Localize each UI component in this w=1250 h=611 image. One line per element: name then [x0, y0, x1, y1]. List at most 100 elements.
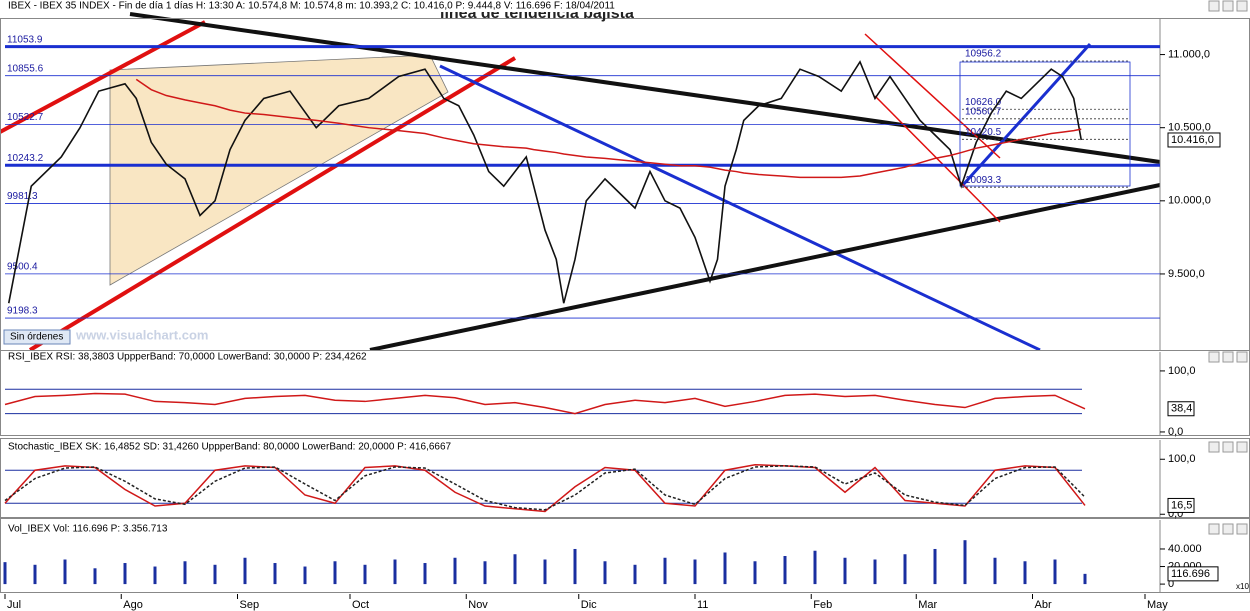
last-value: 38,4: [1171, 403, 1192, 415]
fib-label: 10560.7: [965, 106, 1002, 117]
volume-bar: [153, 566, 157, 585]
volume-bar: [693, 559, 697, 585]
trend-line: [28, 56, 517, 352]
volume-bar: [633, 564, 637, 585]
trend-line: [0, 20, 206, 134]
window-button[interactable]: [1236, 0, 1248, 12]
volume-bar: [723, 552, 727, 585]
volume-bar: [783, 556, 787, 585]
volume-bar: [1053, 559, 1057, 585]
last-badge: [1167, 566, 1219, 582]
volume-bar: [963, 540, 967, 585]
fib-label: 10093.3: [965, 175, 1002, 186]
x-tick-label: May: [1147, 599, 1168, 611]
volume-bar: [393, 559, 397, 585]
x-tick-label: 11: [697, 599, 708, 611]
volume-bar: [753, 561, 757, 585]
trend-line: [874, 95, 1001, 223]
orders-label: Sin órdenes: [10, 332, 63, 343]
x-tick-label: Mar: [918, 599, 937, 611]
volume-bar: [1023, 561, 1027, 585]
last-badge: [1167, 401, 1195, 417]
header-bg: [1, 0, 1159, 12]
window-button[interactable]: [1236, 441, 1248, 453]
y-tick-label: 100,0: [1168, 453, 1196, 465]
scale-note: x10: [1236, 582, 1249, 591]
y-tick-label: 9.500,0: [1168, 268, 1205, 280]
volume-bar: [213, 564, 217, 585]
volume-bar: [603, 561, 607, 585]
trend-line: [864, 33, 1001, 159]
y-tick-label: 11.000,0: [1168, 48, 1210, 60]
y-tick-label: 100,0: [1168, 365, 1196, 377]
last-value: 16,5: [1171, 499, 1192, 511]
fib-label: 10956.2: [965, 49, 1002, 60]
volume-bar: [933, 548, 937, 585]
level-label: 11053.9: [7, 34, 43, 45]
trend-line: [439, 64, 1041, 352]
volume-bar: [183, 561, 187, 585]
trend-line: [129, 12, 1161, 164]
window-button[interactable]: [1222, 351, 1234, 363]
window-button[interactable]: [1222, 441, 1234, 453]
volume-bar: [903, 554, 907, 585]
window-button[interactable]: [1208, 523, 1220, 535]
y-tick-label: 10.500,0: [1168, 122, 1211, 134]
volume-bar: [483, 561, 487, 585]
volume-bar: [333, 561, 337, 585]
window-button[interactable]: [1208, 441, 1220, 453]
volume-bar: [993, 557, 997, 585]
level-label: 10522.7: [7, 112, 44, 123]
volume-bar: [303, 566, 307, 585]
volume-bar: [573, 548, 577, 585]
last-value: 116.696: [1171, 568, 1210, 580]
volume-bar: [423, 563, 427, 585]
volume-bar: [843, 557, 847, 585]
last-value: 10.416,0: [1171, 134, 1214, 146]
window-button[interactable]: [1222, 0, 1234, 12]
volume-bar: [513, 554, 517, 585]
fib-label: 10420.5: [965, 127, 1002, 138]
series-line: [7, 60, 1083, 304]
window-button[interactable]: [1222, 523, 1234, 535]
window-button[interactable]: [1208, 0, 1220, 12]
y-tick-label: 40.000: [1168, 543, 1202, 555]
x-tick-label: Jul: [7, 599, 21, 611]
level-label: 9981.3: [7, 191, 38, 202]
series-line: [4, 392, 1086, 415]
trend-line: [960, 42, 1092, 188]
series-line: [135, 78, 1082, 179]
fib-label: 10626.0: [965, 97, 1002, 108]
volume-bar: [663, 557, 667, 585]
volume-bar: [63, 559, 67, 585]
panel-title: IBEX - IBEX 35 INDEX - Fin de día 1 días…: [8, 1, 615, 12]
header-bg: [1, 441, 1159, 453]
volume-bar: [1083, 573, 1087, 585]
volume-bar: [93, 568, 97, 585]
x-tick-label: Dic: [581, 599, 597, 611]
x-tick-label: Sep: [240, 599, 260, 611]
header-bg: [1, 523, 1159, 535]
orders-button[interactable]: [3, 329, 71, 345]
header-bg: [1, 351, 1159, 363]
volume-bar: [3, 562, 7, 585]
triangle-pattern: [109, 54, 449, 286]
window-button[interactable]: [1236, 351, 1248, 363]
y-tick-label: 10.000,0: [1168, 195, 1211, 207]
x-tick-label: Feb: [813, 599, 832, 611]
volume-bar: [873, 559, 877, 585]
panel-title: Stochastic_IBEX SK: 16,4852 SD: 31,4260 …: [8, 442, 452, 453]
window-button[interactable]: [1236, 523, 1248, 535]
volume-bar: [123, 563, 127, 585]
window-button[interactable]: [1208, 351, 1220, 363]
volume-bar: [33, 564, 37, 585]
series-line: [4, 463, 1086, 513]
volume-bar: [813, 550, 817, 585]
series-line: [4, 465, 1086, 511]
x-tick-label: Nov: [468, 599, 488, 611]
watermark: www.visualchart.com: [75, 327, 208, 342]
y-tick-label: 0,0: [1168, 426, 1183, 438]
x-tick-label: Oct: [352, 599, 369, 611]
level-label: 10855.6: [7, 63, 44, 74]
